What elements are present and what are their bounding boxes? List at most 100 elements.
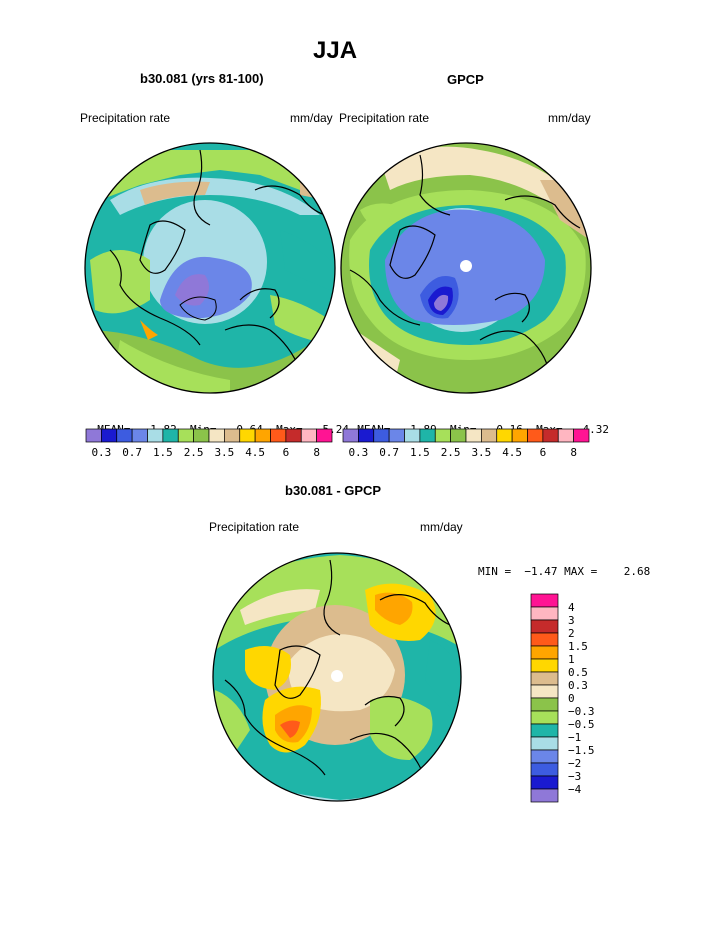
obs-colorbar-box-12 <box>527 428 544 443</box>
diff-colorbar-box-9 <box>530 710 559 725</box>
diff-variable-label: Precipitation rate <box>209 520 300 534</box>
obs-colorbar: 0.3 0.7 1.5 2.5 3.5 4.5 6 8 <box>342 428 590 459</box>
diff-units-label: mm/day <box>420 520 463 534</box>
obs-colorbar-label-1: 0.7 <box>379 446 399 459</box>
diff-minmax: MIN = −1.47 MAX = 2.68 <box>478 565 651 578</box>
model-colorbar-label-1: 0.7 <box>122 446 142 459</box>
model-colorbar-label-7: 8 <box>313 446 320 459</box>
diff-map-border <box>212 552 462 802</box>
diff-colorbar-box-8 <box>530 697 559 712</box>
obs-colorbar-box-15 <box>573 428 590 443</box>
model-variable-label: Precipitation rate <box>80 111 171 125</box>
diff-colorbar-box-6 <box>530 671 559 686</box>
obs-colorbar-box-6 <box>434 428 451 443</box>
model-polar-map <box>85 143 335 393</box>
model-map-border <box>84 142 336 394</box>
obs-colorbar-label-6: 6 <box>540 446 547 459</box>
model-colorbar-box-9 <box>224 428 241 443</box>
model-colorbar-box-0 <box>85 428 102 443</box>
obs-units-label: mm/day <box>548 111 591 125</box>
model-colorbar-label-3: 2.5 <box>184 446 204 459</box>
model-colorbar-label-0: 0.3 <box>91 446 111 459</box>
model-colorbar-label-5: 4.5 <box>245 446 265 459</box>
diff-colorbar-box-14 <box>530 775 559 790</box>
diff-colorbar-box-4 <box>530 645 559 660</box>
diff-colorbar-label-12: −2 <box>568 757 581 770</box>
obs-colorbar-box-9 <box>481 428 498 443</box>
obs-colorbar-label-7: 8 <box>570 446 577 459</box>
diff-colorbar-label-11: −1.5 <box>568 744 595 757</box>
diff-colorbar-box-7 <box>530 684 559 699</box>
diff-colorbar-box-1 <box>530 606 559 621</box>
obs-colorbar-box-10 <box>496 428 513 443</box>
model-colorbar-box-6 <box>177 428 194 443</box>
diff-colorbar-label-4: 1 <box>568 653 575 666</box>
obs-variable-label: Precipitation rate <box>339 111 430 125</box>
model-panel-title: b30.081 (yrs 81-100) <box>140 71 264 86</box>
diff-colorbar-label-9: −0.5 <box>568 718 595 731</box>
diff-colorbar-box-0 <box>530 593 559 608</box>
model-colorbar-box-15 <box>316 428 333 443</box>
model-colorbar-box-14 <box>300 428 317 443</box>
diff-colorbar-box-13 <box>530 762 559 777</box>
obs-colorbar-box-3 <box>388 428 405 443</box>
diff-panel-title: b30.081 - GPCP <box>285 483 382 498</box>
obs-colorbar-label-2: 1.5 <box>410 446 430 459</box>
diff-colorbar-label-13: −3 <box>568 770 581 783</box>
obs-map-border <box>340 142 592 394</box>
obs-colorbar-box-8 <box>465 428 482 443</box>
diff-colorbar-label-7: 0 <box>568 692 575 705</box>
obs-colorbar-box-11 <box>511 428 528 443</box>
model-colorbar-label-2: 1.5 <box>153 446 173 459</box>
diff-colorbar-label-5: 0.5 <box>568 666 588 679</box>
model-colorbar-box-8 <box>208 428 225 443</box>
model-colorbar: 0.3 0.7 1.5 2.5 3.5 4.5 6 8 <box>85 428 333 459</box>
obs-colorbar-label-0: 0.3 <box>348 446 368 459</box>
page-title: JJA <box>313 37 358 64</box>
diff-colorbar-label-0: 4 <box>568 601 575 614</box>
model-colorbar-box-11 <box>254 428 271 443</box>
diff-colorbar-box-3 <box>530 632 559 647</box>
diff-colorbar-box-10 <box>530 723 559 738</box>
obs-colorbar-box-1 <box>358 428 375 443</box>
diff-colorbar-label-8: −0.3 <box>568 705 595 718</box>
diff-pole-mask <box>331 670 343 682</box>
model-colorbar-label-6: 6 <box>283 446 290 459</box>
model-colorbar-box-7 <box>193 428 210 443</box>
diff-colorbar-label-10: −1 <box>568 731 581 744</box>
diff-colorbar-label-14: −4 <box>568 783 582 796</box>
diff-colorbar-label-2: 2 <box>568 627 575 640</box>
obs-colorbar-box-0 <box>342 428 359 443</box>
diff-colorbar-label-1: 3 <box>568 614 575 627</box>
obs-colorbar-box-13 <box>542 428 559 443</box>
model-colorbar-box-4 <box>147 428 164 443</box>
model-colorbar-box-2 <box>116 428 133 443</box>
obs-colorbar-box-14 <box>557 428 574 443</box>
model-colorbar-box-13 <box>285 428 302 443</box>
obs-colorbar-label-5: 4.5 <box>502 446 522 459</box>
diff-colorbar-box-12 <box>530 749 559 764</box>
diff-colorbar-box-2 <box>530 619 559 634</box>
diff-colorbar-box-11 <box>530 736 559 751</box>
obs-colorbar-box-5 <box>419 428 436 443</box>
obs-pole-mask <box>460 260 472 272</box>
diff-colorbar-label-3: 1.5 <box>568 640 588 653</box>
model-colorbar-box-1 <box>101 428 118 443</box>
diff-colorbar-label-6: 0.3 <box>568 679 588 692</box>
model-units-label: mm/day <box>290 111 333 125</box>
obs-colorbar-box-4 <box>404 428 421 443</box>
diff-colorbar-box-15 <box>530 788 559 803</box>
obs-panel-title: GPCP <box>447 72 484 87</box>
obs-colorbar-label-4: 3.5 <box>471 446 491 459</box>
obs-colorbar-box-2 <box>373 428 390 443</box>
obs-colorbar-label-3: 2.5 <box>441 446 461 459</box>
model-colorbar-box-10 <box>239 428 256 443</box>
model-colorbar-box-3 <box>131 428 148 443</box>
obs-colorbar-box-7 <box>450 428 467 443</box>
model-colorbar-label-4: 3.5 <box>214 446 234 459</box>
diff-colorbar-box-5 <box>530 658 559 673</box>
model-colorbar-box-5 <box>162 428 179 443</box>
model-colorbar-box-12 <box>270 428 287 443</box>
